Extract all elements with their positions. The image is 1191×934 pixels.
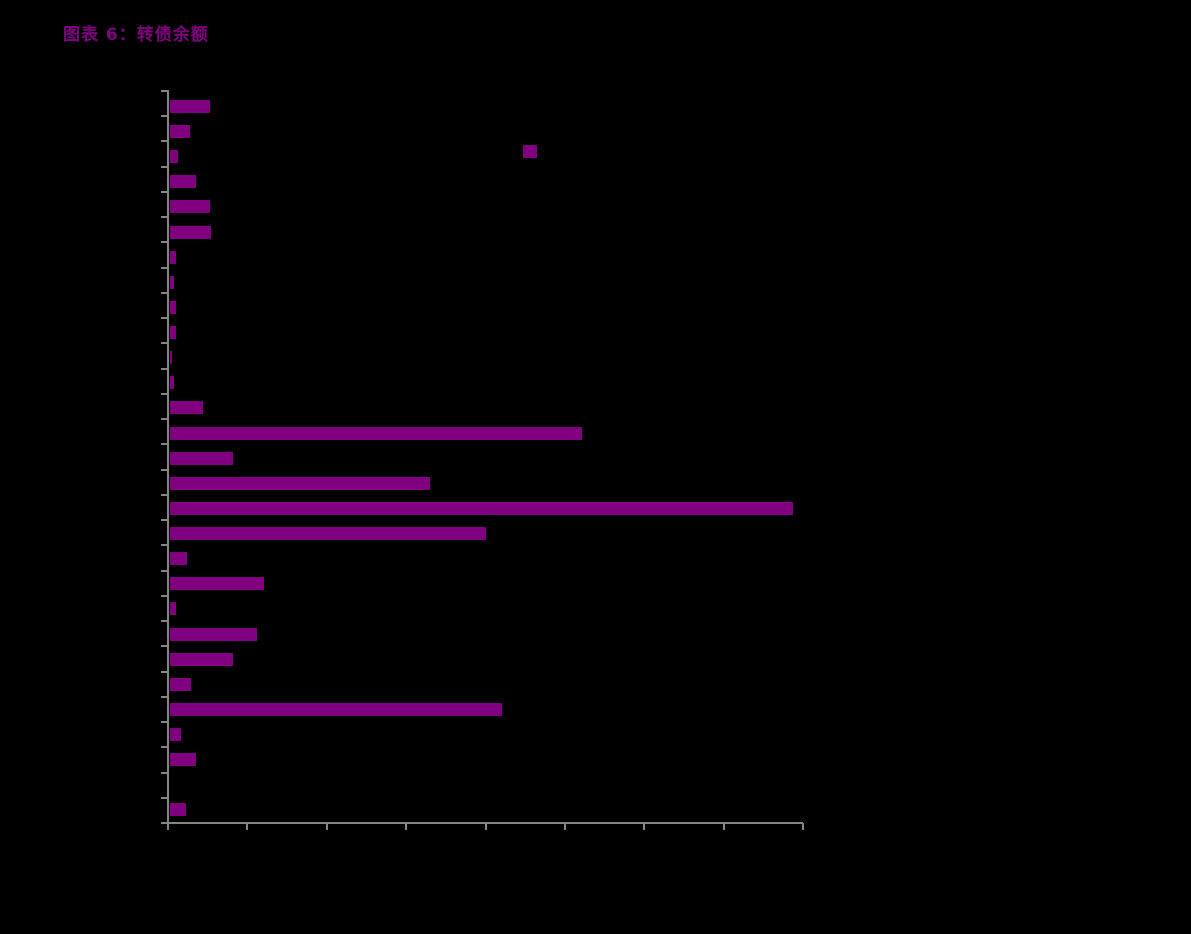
- y-axis-tick: [161, 746, 168, 749]
- bar: [170, 627, 258, 641]
- figure-title: 图表 6：转债余额: [63, 25, 209, 45]
- y-axis-tick: [161, 190, 168, 193]
- legend-marker: [523, 145, 537, 158]
- y-axis-tick: [161, 241, 168, 244]
- y-axis-tick: [161, 620, 168, 623]
- y-axis-tick: [161, 544, 168, 547]
- x-axis-tick: [167, 823, 169, 830]
- x-axis-tick: [405, 823, 408, 830]
- y-axis-tick: [161, 392, 168, 395]
- y-axis-tick: [161, 443, 168, 446]
- bar: [170, 753, 197, 767]
- bar: [170, 552, 187, 566]
- bar: [170, 803, 186, 817]
- x-axis-tick: [325, 823, 328, 830]
- bar: [170, 451, 233, 465]
- y-axis-tick: [161, 115, 168, 118]
- y-axis-tick: [161, 695, 168, 698]
- y-axis-tick: [161, 670, 168, 673]
- bar: [170, 300, 177, 314]
- bar: [170, 401, 203, 415]
- y-axis-tick: [161, 165, 168, 168]
- y-axis-tick: [161, 342, 168, 345]
- x-axis-tick: [643, 823, 646, 830]
- y-axis-tick: [161, 569, 168, 572]
- y-axis-tick: [161, 216, 168, 219]
- bar: [170, 125, 190, 139]
- y-axis-tick: [161, 140, 168, 143]
- bar: [170, 677, 191, 691]
- bar: [170, 250, 177, 264]
- bar: [170, 527, 486, 541]
- y-axis-tick: [161, 645, 168, 648]
- x-axis-tick: [484, 823, 487, 830]
- bar: [170, 728, 182, 741]
- bar: [170, 225, 212, 239]
- y-axis-tick: [161, 721, 168, 724]
- x-axis-tick: [722, 823, 725, 830]
- y-axis-tick: [161, 594, 168, 597]
- y-axis-tick: [161, 822, 168, 824]
- y-axis-tick: [161, 493, 168, 496]
- y-axis-tick: [161, 468, 168, 471]
- bar: [170, 200, 210, 214]
- y-axis-tick: [161, 90, 168, 92]
- y-axis-tick: [161, 317, 168, 320]
- bar: [170, 275, 174, 289]
- y-axis-tick: [161, 266, 168, 269]
- bar: [170, 175, 197, 189]
- bar: [170, 150, 178, 164]
- x-axis-tick: [246, 823, 249, 830]
- bar: [170, 376, 174, 390]
- y-axis-tick: [161, 367, 168, 370]
- bar: [170, 577, 265, 591]
- bar: [170, 426, 582, 440]
- bar: [170, 702, 502, 716]
- x-axis-tick: [802, 823, 804, 830]
- bar: [170, 501, 794, 515]
- bar: [170, 652, 233, 666]
- bar: [170, 326, 177, 340]
- y-axis-tick: [161, 418, 168, 421]
- y-axis-tick: [161, 771, 168, 774]
- y-axis: [167, 90, 169, 829]
- bar: [170, 351, 173, 365]
- bar: [170, 476, 430, 490]
- x-axis: [164, 822, 803, 824]
- y-axis-tick: [161, 519, 168, 522]
- y-axis-tick: [161, 796, 168, 799]
- y-axis-tick: [161, 291, 168, 294]
- bar: [170, 602, 177, 616]
- bar: [170, 100, 210, 113]
- x-axis-tick: [563, 823, 566, 830]
